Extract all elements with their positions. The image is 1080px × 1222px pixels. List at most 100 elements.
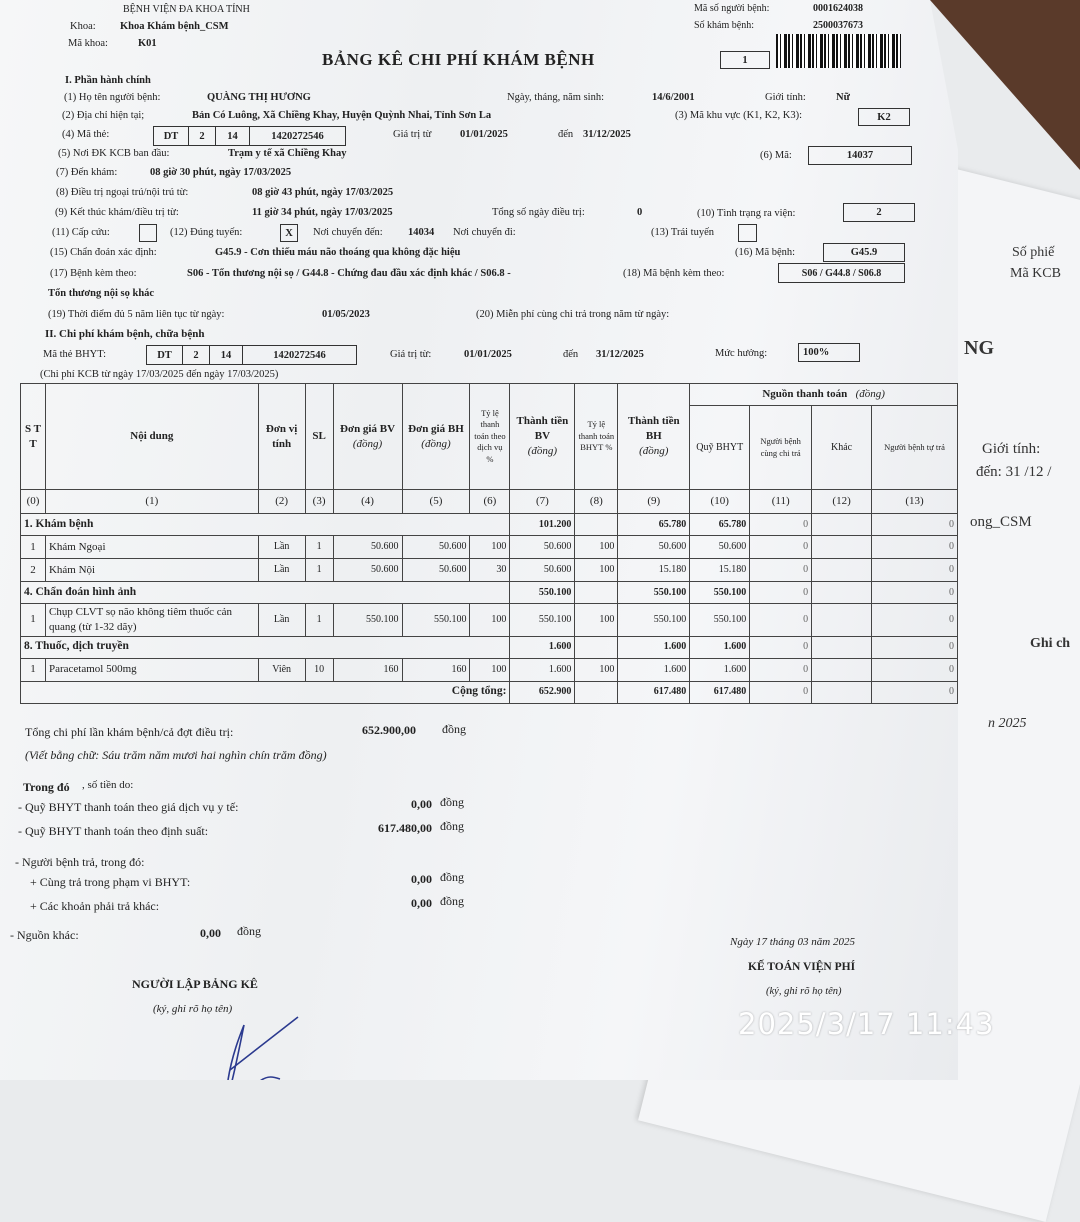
cell-price-bv: 50.600 bbox=[332, 558, 403, 582]
table-row: 2 Khám Nội Lần 1 50.600 50.600 30 50.600 100 15.1… bbox=[20, 558, 958, 582]
accountant-note: (ký, ghi rõ họ tên) bbox=[766, 986, 842, 997]
dob-label: Ngày, tháng, năm sinh: bbox=[507, 92, 605, 103]
bill-document: BỆNH VIỆN ĐA KHOA TỈNH Khoa: Khoa Khám b… bbox=[0, 0, 958, 1080]
cell-empty bbox=[574, 513, 619, 536]
cell-amount-bv: 652.900 bbox=[509, 680, 576, 704]
summary-label: - Người bệnh trả, trong đó: bbox=[15, 855, 145, 869]
cell-amount-bv: 1.600 bbox=[509, 657, 576, 682]
wrong-route-checkbox bbox=[738, 224, 757, 242]
cell-rate-bhyt: 100 bbox=[574, 558, 619, 582]
index-cell: (12) bbox=[811, 489, 873, 514]
summary-value: 617.480,00 bbox=[378, 821, 432, 835]
cost-table: S T T Nội dung Đơn vị tính SL Đơn giá BV… bbox=[19, 383, 958, 704]
end-label: (9) Kết thúc khám/điều trị từ: bbox=[55, 207, 179, 218]
index-cell: (2) bbox=[257, 489, 306, 514]
header-content: Nội dung bbox=[44, 383, 259, 490]
cell-rate-bhyt: 100 bbox=[574, 603, 619, 637]
cell-other bbox=[811, 535, 873, 559]
index-cell: (7) bbox=[509, 489, 576, 514]
header-unit-dong: (đồng) bbox=[855, 388, 885, 401]
cell-price-bv: 50.600 bbox=[332, 535, 403, 559]
currency-unit: đồng bbox=[442, 722, 466, 736]
summary-label: - Quỹ BHYT thanh toán theo giá dịch vụ y… bbox=[18, 800, 239, 814]
rate-label: Mức hưởng: bbox=[715, 348, 768, 359]
cell-price-bh: 160 bbox=[401, 657, 471, 682]
transfer-to: 14034 bbox=[408, 227, 435, 238]
cell-self: 0 bbox=[871, 581, 958, 604]
cell-fund: 50.600 bbox=[689, 535, 751, 559]
cell-price-bh: 550.100 bbox=[401, 603, 471, 637]
bhyt-card-label: Mã thẻ BHYT: bbox=[43, 349, 107, 360]
bg-text: Số phiế bbox=[1012, 245, 1055, 260]
name-label: (1) Họ tên người bệnh: bbox=[64, 92, 161, 103]
summary-value: 0,00 bbox=[411, 797, 432, 811]
arrive-label: (7) Đến khám: bbox=[56, 167, 118, 178]
header-text: Đơn giá BH bbox=[408, 422, 464, 435]
five-years-label: (19) Thời điểm đủ 5 năm liên tục từ ngày… bbox=[48, 309, 225, 320]
period: (Chi phí KCB từ ngày 17/03/2025 đến ngày… bbox=[40, 369, 279, 380]
comorbid-label: (17) Bệnh kèm theo: bbox=[50, 268, 137, 279]
header-unit: Đơn vị tính bbox=[257, 383, 306, 490]
index-cell: (13) bbox=[871, 489, 958, 514]
area-box: K2 bbox=[858, 108, 910, 126]
card-label: (4) Mã thẻ: bbox=[62, 129, 110, 140]
bg-text: n 2025 bbox=[988, 716, 1027, 731]
cell-copay: 0 bbox=[749, 635, 813, 659]
exam-no-label: Số khám bệnh: bbox=[694, 20, 754, 31]
header-rate-service: Tỷ lệ thanh toán theo dịch vụ % bbox=[469, 383, 511, 490]
free-copay-label: (20) Miễn phí cùng chi trả trong năm từ … bbox=[476, 309, 670, 320]
correct-route-label: (12) Đúng tuyến: bbox=[170, 227, 243, 238]
cell-self: 0 bbox=[871, 635, 958, 659]
header-copay: Người bệnh cùng chi trả bbox=[749, 405, 813, 490]
cell-rate-service: 100 bbox=[469, 603, 511, 637]
cell-empty bbox=[811, 635, 873, 659]
preparer-note: (ký, ghi rõ họ tên) bbox=[153, 1003, 233, 1015]
diag-code-label: (16) Mã bệnh: bbox=[735, 247, 796, 258]
patient-id: 0001624038 bbox=[813, 3, 863, 14]
card-number-box: DT 2 14 1420272546 bbox=[153, 126, 346, 146]
currency-unit: đồng bbox=[440, 870, 464, 884]
cell-copay: 0 bbox=[749, 603, 813, 637]
cell-amount-bh: 50.600 bbox=[617, 535, 691, 559]
khoa-label: Khoa: bbox=[70, 21, 96, 32]
reg-place: Trạm y tế xã Chiềng Khay bbox=[228, 148, 347, 159]
cell-content: Khám Nội bbox=[44, 558, 259, 582]
currency-unit: đồng bbox=[440, 819, 464, 833]
group-label: 4. Chẩn đoán hình ảnh bbox=[19, 581, 511, 604]
cell-qty: 1 bbox=[304, 558, 334, 582]
table-row: 1 Chụp CLVT sọ não không tiêm thuốc cản q… bbox=[20, 603, 958, 637]
header-other: Khác bbox=[811, 405, 873, 490]
summary-label: + Các khoản phải trả khác: bbox=[30, 899, 160, 913]
cell-self-pay: 0 bbox=[871, 657, 958, 682]
khoa-value: Khoa Khám bệnh_CSM bbox=[120, 21, 229, 32]
cell-price-bv: 160 bbox=[332, 657, 403, 682]
total-value: 652.900,00 bbox=[362, 723, 416, 737]
ma-khoa-label: Mã khoa: bbox=[68, 38, 108, 49]
cell-copay: 0 bbox=[749, 558, 813, 582]
cell-quy: 1.600 bbox=[689, 635, 751, 659]
cell-unit: Viên bbox=[257, 657, 306, 682]
card-cell: DT bbox=[147, 346, 183, 364]
valid-to-label: đến bbox=[558, 129, 574, 140]
card-cell: DT bbox=[154, 127, 189, 145]
address: Bản Có Luông, Xã Chiềng Khay, Huyện Quỳn… bbox=[192, 110, 492, 121]
cell-fund: 15.180 bbox=[689, 558, 751, 582]
cell-empty bbox=[811, 680, 873, 704]
index-cell: (9) bbox=[617, 489, 691, 514]
header-text: Thành tiền BV bbox=[516, 415, 569, 443]
cell-amount-bh: 550.100 bbox=[617, 603, 691, 637]
index-cell: (5) bbox=[401, 489, 471, 514]
cell-rate-service: 100 bbox=[469, 657, 511, 682]
group-row: Cộng tổng: 652.900 617.480 617.480 0 0 bbox=[19, 680, 958, 704]
card-cell: 14 bbox=[216, 127, 250, 145]
cell-empty bbox=[811, 581, 873, 604]
cell-self: 0 bbox=[871, 513, 958, 536]
days: 0 bbox=[637, 207, 643, 218]
barcode bbox=[776, 34, 901, 68]
cell-price-bh: 50.600 bbox=[401, 558, 471, 582]
cell-price-bv: 550.100 bbox=[332, 603, 403, 637]
patient-name: QUÀNG THỊ HƯƠNG bbox=[207, 92, 311, 103]
cell-empty bbox=[574, 635, 619, 659]
table-row: 1 Khám Ngoại Lần 1 50.600 50.600 100 50.600 100 5… bbox=[20, 535, 958, 559]
ma-khoa-value: K01 bbox=[138, 38, 157, 49]
